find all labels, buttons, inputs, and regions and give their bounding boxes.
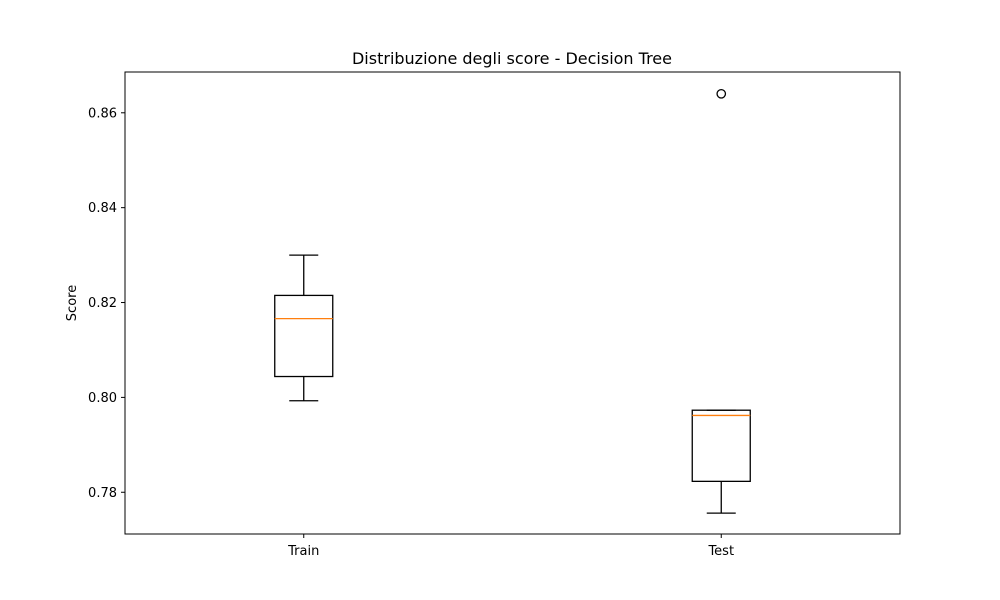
y-tick-label: 0.80 <box>88 391 117 406</box>
interquartile-box <box>274 294 334 378</box>
x-axis-ticks: Train Test <box>287 534 734 559</box>
box-series <box>274 88 751 514</box>
y-axis-label: Score <box>65 285 80 321</box>
box-train <box>274 254 334 402</box>
y-tick-label: 0.86 <box>88 106 117 121</box>
y-axis-ticks: 0.78 0.80 0.82 0.84 0.86 <box>88 106 125 501</box>
outlier-point <box>716 88 727 99</box>
x-tick-label: Test <box>707 544 734 559</box>
y-tick-label: 0.84 <box>88 201 117 216</box>
y-tick-label: 0.82 <box>88 296 117 311</box>
plot-area-frame <box>124 71 901 535</box>
x-tick-label: Train <box>287 544 319 559</box>
chart-title: Distribuzione degli score - Decision Tre… <box>352 49 672 68</box>
y-tick-label: 0.78 <box>88 486 117 501</box>
interquartile-box <box>691 409 751 482</box>
box-test <box>691 88 751 514</box>
